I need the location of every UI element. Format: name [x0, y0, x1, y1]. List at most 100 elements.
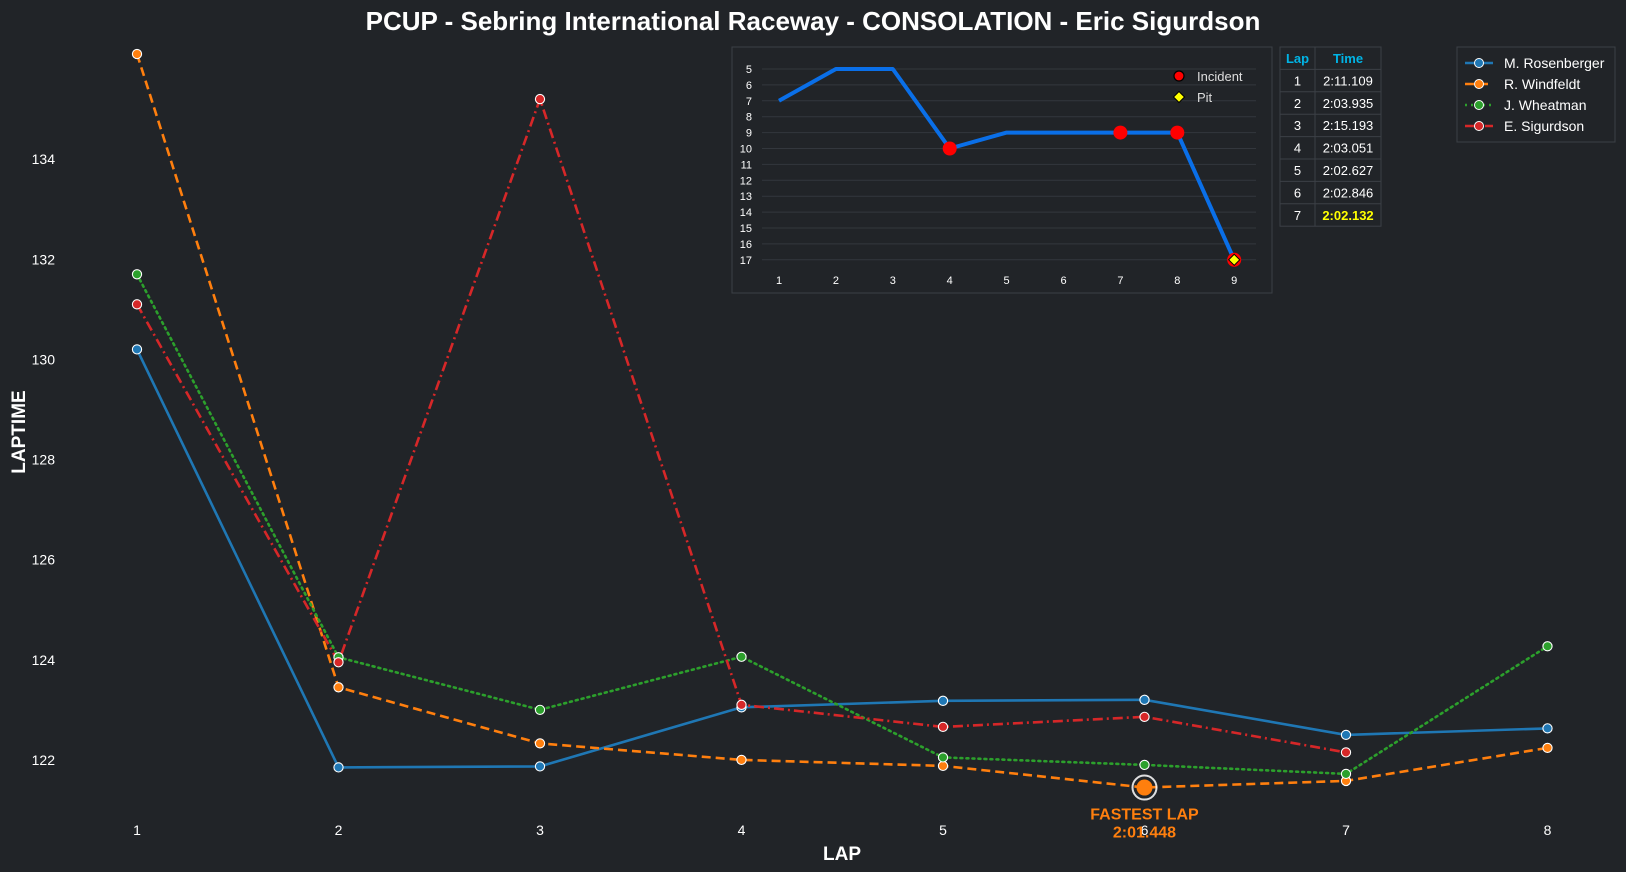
table-cell: 5: [1294, 163, 1301, 178]
table-cell: 2:02.627: [1323, 163, 1374, 178]
legend-label: M. Rosenberger: [1504, 55, 1605, 71]
series-point-1: [1139, 694, 1150, 705]
inset-frame: [731, 46, 1273, 294]
incident-marker: [1113, 125, 1128, 140]
inset-x-tick-label: 6: [1060, 275, 1066, 287]
y-tick-label: 126: [32, 552, 56, 568]
inset-legend-label: Incident: [1197, 69, 1243, 84]
series-point-2: [937, 760, 949, 772]
table-cell: 2:02.846: [1323, 185, 1374, 200]
series-point-4: [1340, 747, 1352, 758]
inset-x-tick-label: 3: [890, 275, 896, 287]
inset-y-tick-label: 14: [740, 207, 752, 219]
series-point-2: [736, 754, 747, 766]
table-cell: 4: [1294, 141, 1301, 156]
series-lines: [131, 48, 1553, 793]
position-line-path: [778, 67, 1237, 261]
y-tick-label: 134: [32, 151, 56, 167]
inset-x-ticks: 1 2 3 4 5 6 7 8 9: [776, 275, 1237, 287]
y-tick-label: 122: [32, 752, 56, 768]
series-point-4: [736, 699, 747, 710]
y-tick-label: 124: [32, 652, 56, 668]
series-point-1: [1340, 729, 1352, 741]
inset-y-ticks: 5 6 7 8 9 10 11 12 13 14 15 16 17: [740, 64, 752, 267]
table-cell: 2:02.132: [1322, 208, 1373, 223]
x-tick-label: 4: [738, 822, 746, 838]
fastest-lap-label: FASTEST LAP: [1090, 807, 1199, 824]
table-cell: 1: [1294, 73, 1301, 88]
x-tick-label: 5: [939, 822, 947, 838]
inset-x-tick-label: 5: [1004, 275, 1010, 287]
legend-marker: [1474, 79, 1484, 89]
position-line: [778, 67, 1242, 267]
x-tick-label: 3: [536, 822, 544, 838]
inset-x-tick-label: 7: [1117, 275, 1123, 287]
table-cell: 2: [1294, 96, 1301, 111]
table-cell: 2:03.935: [1323, 96, 1374, 111]
inset-legend-incident-marker: [1173, 70, 1185, 82]
series-line-2: [135, 53, 1548, 789]
series-point-4: [534, 93, 546, 105]
series-point-3: [1139, 759, 1150, 771]
series-point-3: [1340, 768, 1352, 780]
series-line-3: [135, 273, 1549, 776]
inset-y-tick-label: 8: [746, 112, 752, 124]
inset-y-tick-label: 6: [746, 80, 752, 92]
x-tick-label: 1: [133, 822, 141, 838]
legend-label: E. Sigurdson: [1504, 118, 1584, 134]
legend: M. Rosenberger R. Windfeldt J. Wheatman E. …: [1456, 46, 1616, 143]
inset-x-tick-label: 9: [1231, 275, 1237, 287]
series-point-1: [937, 695, 949, 706]
series-point-2: [333, 682, 344, 693]
fastest-lap-dot: [1136, 779, 1153, 796]
y-axis-ticks: 122 124 126 128 130 132 134: [32, 151, 56, 768]
table-cell: 7: [1294, 208, 1301, 223]
x-tick-label: 7: [1342, 822, 1350, 838]
table-header-cell: Lap: [1286, 51, 1309, 66]
inset-y-tick-label: 13: [740, 191, 752, 203]
table-cell: 2:15.193: [1323, 118, 1374, 133]
x-axis-ticks: 1 2 3 4 5 6 7 8: [133, 822, 1552, 838]
inset-x-tick-label: 2: [833, 275, 839, 287]
series-point-1: [333, 762, 344, 773]
legend-label: R. Windfeldt: [1504, 76, 1580, 92]
lap-time-table: Lap Time 1 2:11.109 2 2:03.935 3 2:15.193 4 2:03.…: [1279, 46, 1382, 227]
inset-y-tick-label: 7: [746, 96, 752, 108]
inset-x-tick-label: 1: [776, 275, 782, 287]
table-cell: 2:03.051: [1323, 141, 1374, 156]
inset-legend-pit-marker: [1172, 90, 1186, 104]
series-point-3: [937, 752, 949, 763]
series-point-1: [1542, 723, 1553, 734]
table-cell: 6: [1294, 185, 1301, 200]
inset-y-tick-label: 17: [740, 255, 752, 267]
series-point-2: [131, 48, 143, 60]
inset-y-tick-label: 16: [740, 239, 752, 251]
chart-title: PCUP - Sebring International Raceway - C…: [366, 6, 1261, 36]
inset-y-tick-label: 10: [740, 144, 752, 156]
series-point-4: [937, 721, 949, 733]
x-tick-label: 2: [335, 822, 343, 838]
series-point-4: [131, 299, 143, 310]
inset-x-tick-label: 4: [947, 275, 953, 287]
fastest-lap-marker: [1131, 774, 1158, 801]
fastest-lap-annotation: FASTEST LAP 2:01.448: [1090, 774, 1199, 842]
incident-marker: [942, 141, 957, 156]
y-axis-label: LAPTIME: [9, 390, 30, 473]
pit-marker: [1227, 253, 1241, 267]
series-point-4: [333, 657, 344, 668]
inset-legend: Incident Pit: [1172, 69, 1243, 105]
inset-legend-label: Pit: [1197, 90, 1213, 105]
inset-y-tick-label: 12: [740, 175, 752, 187]
series-point-3: [534, 704, 546, 715]
inset-x-tick-label: 8: [1174, 275, 1180, 287]
inset-y-tick-label: 5: [746, 64, 752, 76]
x-tick-label: 6: [1141, 822, 1149, 838]
series-point-2: [534, 738, 546, 749]
x-axis-label: LAP: [823, 844, 861, 865]
y-tick-label: 132: [32, 251, 56, 267]
series-point-2: [1542, 742, 1553, 754]
series-line-1: [135, 348, 1548, 769]
series-point-3: [131, 269, 143, 280]
